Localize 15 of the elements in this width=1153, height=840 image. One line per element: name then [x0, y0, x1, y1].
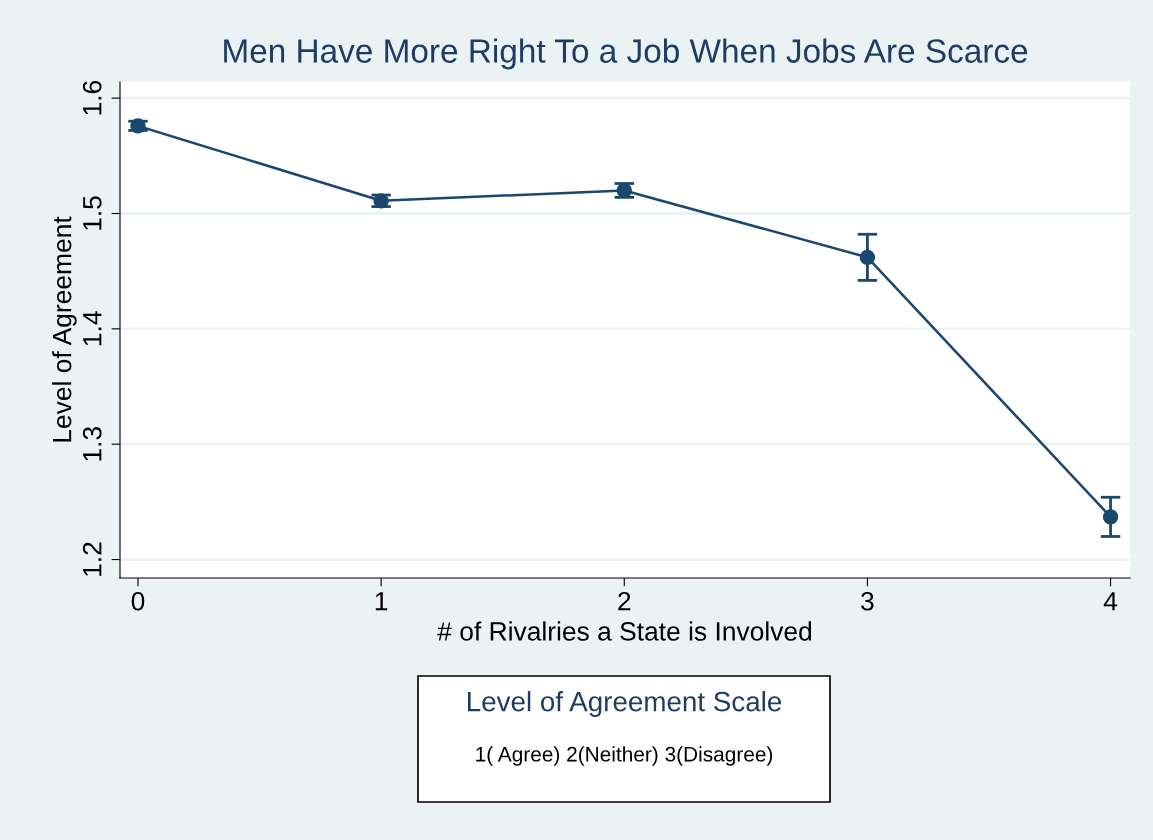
- y-tick-label: 1.4: [83, 311, 102, 346]
- y-tick-label: 1.2: [82, 542, 102, 576]
- y-tick-label: 1.6: [82, 80, 102, 115]
- x-tick-label: 1: [375, 592, 388, 611]
- x-tick-label: 2: [618, 591, 631, 611]
- x-axis-title: # of Rivalries a State is Involved: [437, 621, 812, 641]
- x-tick-label: 0: [131, 591, 145, 611]
- y-tick-label: 1.3: [82, 427, 102, 461]
- x-tick-label: 4: [1103, 592, 1118, 611]
- text: Level of Agreement Scale: [468, 691, 782, 717]
- x-tick-label: 3: [861, 591, 874, 611]
- chart-title: Men Have More Right To a Job When Jobs Are Scarce: [224, 38, 1028, 70]
- y-tick-label: 1.5: [83, 196, 102, 230]
- text: 1( Agree) 2(Neither) 3(Disagree): [476, 746, 773, 766]
- y-axis-title: Level of Agreement: [52, 216, 77, 442]
